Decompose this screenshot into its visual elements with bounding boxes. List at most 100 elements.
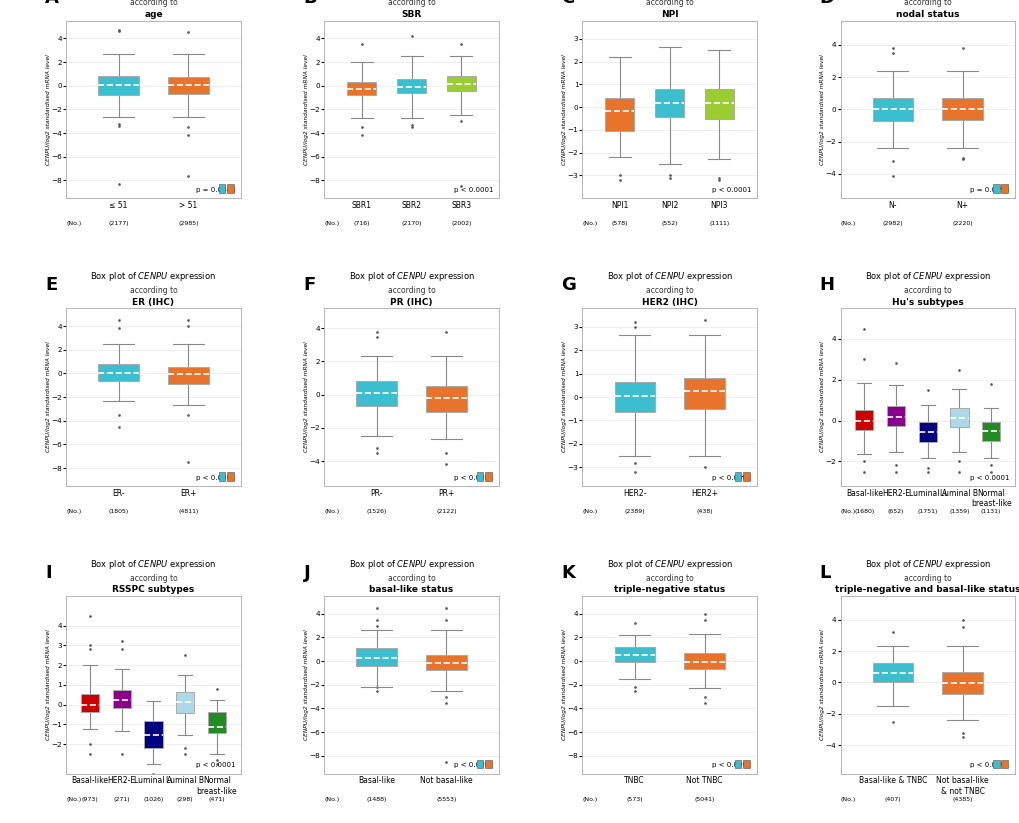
Text: (No.): (No.) <box>324 221 339 226</box>
Text: Box plot of $\it{CENPU}$ expression: Box plot of $\it{CENPU}$ expression <box>606 271 732 283</box>
Bar <box>112 690 130 708</box>
Bar <box>704 90 734 119</box>
Bar <box>1001 184 1007 193</box>
Bar <box>346 82 376 95</box>
Text: (271): (271) <box>113 797 130 802</box>
Text: (No.): (No.) <box>66 797 82 802</box>
Text: (No.): (No.) <box>840 797 855 802</box>
Text: (2982): (2982) <box>881 221 902 226</box>
Bar <box>396 79 426 93</box>
Text: (298): (298) <box>176 797 194 802</box>
Text: according to: according to <box>903 286 951 295</box>
Text: (No.): (No.) <box>582 797 597 802</box>
Y-axis label: CENPU/log2 standardised mRNA level: CENPU/log2 standardised mRNA level <box>46 54 51 165</box>
Text: (No.): (No.) <box>324 509 339 514</box>
Text: K: K <box>561 564 575 582</box>
Bar <box>613 382 654 412</box>
Text: according to: according to <box>387 574 435 583</box>
Text: p < 0.0001: p < 0.0001 <box>969 762 1009 769</box>
Bar <box>98 364 139 382</box>
Text: (716): (716) <box>354 221 370 226</box>
Y-axis label: CENPU/log2 standardised mRNA level: CENPU/log2 standardised mRNA level <box>561 54 567 165</box>
Y-axis label: CENPU/log2 standardised mRNA level: CENPU/log2 standardised mRNA level <box>819 342 824 453</box>
Text: L: L <box>819 564 830 582</box>
Bar <box>144 721 162 748</box>
Bar <box>613 647 654 662</box>
Text: C: C <box>561 0 575 7</box>
Text: (No.): (No.) <box>66 509 82 514</box>
Text: (2002): (2002) <box>450 221 471 226</box>
Text: (1488): (1488) <box>366 797 386 802</box>
Text: NPI: NPI <box>660 10 678 19</box>
Bar <box>356 381 396 406</box>
Text: according to: according to <box>645 0 693 7</box>
Text: (4385): (4385) <box>952 797 972 802</box>
Bar <box>426 386 467 412</box>
Text: Box plot of $\it{CENPU}$ expression: Box plot of $\it{CENPU}$ expression <box>91 271 216 283</box>
Bar <box>218 472 225 481</box>
Bar <box>208 712 226 732</box>
Bar <box>227 184 233 193</box>
Text: p < 0.0001: p < 0.0001 <box>711 762 751 769</box>
Text: (1111): (1111) <box>708 221 729 226</box>
Text: p < 0.0001: p < 0.0001 <box>711 475 751 481</box>
Y-axis label: CENPU/log2 standardised mRNA level: CENPU/log2 standardised mRNA level <box>819 54 824 165</box>
Y-axis label: CENPU/log2 standardised mRNA level: CENPU/log2 standardised mRNA level <box>46 630 51 740</box>
Text: according to: according to <box>387 286 435 295</box>
Text: Box plot of $\it{CENPU}$ expression: Box plot of $\it{CENPU}$ expression <box>91 558 216 571</box>
Bar <box>227 472 233 481</box>
Text: (552): (552) <box>660 221 678 226</box>
Bar <box>176 692 195 714</box>
Bar <box>871 98 912 121</box>
Text: (1359): (1359) <box>949 509 969 514</box>
Bar <box>743 760 749 769</box>
Text: according to: according to <box>903 0 951 7</box>
Bar <box>476 472 483 481</box>
Bar <box>981 422 1000 441</box>
Bar <box>98 77 139 95</box>
Text: RSSPC subtypes: RSSPC subtypes <box>112 585 195 594</box>
Text: Box plot of $\it{CENPU}$ expression: Box plot of $\it{CENPU}$ expression <box>864 558 989 571</box>
Y-axis label: CENPU/log2 standardised mRNA level: CENPU/log2 standardised mRNA level <box>561 342 567 453</box>
Text: (No.): (No.) <box>840 509 855 514</box>
Text: according to: according to <box>645 574 693 583</box>
Text: nodal status: nodal status <box>895 10 959 19</box>
Y-axis label: CENPU/log2 standardised mRNA level: CENPU/log2 standardised mRNA level <box>819 630 824 740</box>
Bar <box>950 408 968 427</box>
Text: SBR: SBR <box>401 10 421 19</box>
Text: B: B <box>304 0 317 7</box>
Text: (1751): (1751) <box>917 509 937 514</box>
Text: basal-like status: basal-like status <box>369 585 453 594</box>
Bar <box>604 99 634 131</box>
Text: H: H <box>819 277 834 295</box>
Text: p < 0.0001: p < 0.0001 <box>711 187 751 193</box>
Bar <box>684 653 725 669</box>
Text: p < 0.0001: p < 0.0001 <box>453 187 493 193</box>
Bar <box>485 472 491 481</box>
Text: HER2 (IHC): HER2 (IHC) <box>641 298 697 306</box>
Text: (No.): (No.) <box>324 797 339 802</box>
Bar <box>942 672 982 694</box>
Bar <box>168 77 209 94</box>
Bar <box>81 694 99 712</box>
Text: (No.): (No.) <box>582 221 597 226</box>
Text: (No.): (No.) <box>582 509 597 514</box>
Text: according to: according to <box>903 574 951 583</box>
Bar <box>854 410 872 430</box>
Text: (1131): (1131) <box>980 509 1001 514</box>
Text: (1680): (1680) <box>853 509 873 514</box>
Bar <box>886 406 904 425</box>
Bar <box>871 663 912 682</box>
Text: p < 0.0001: p < 0.0001 <box>453 762 493 769</box>
Text: (973): (973) <box>82 797 99 802</box>
Bar <box>218 184 225 193</box>
Text: D: D <box>819 0 834 7</box>
Text: triple-negative and basal-like status: triple-negative and basal-like status <box>835 585 1019 594</box>
Text: according to: according to <box>129 574 177 583</box>
Text: Box plot of $\it{CENPU}$ expression: Box plot of $\it{CENPU}$ expression <box>348 558 474 571</box>
Y-axis label: CENPU/log2 standardised mRNA level: CENPU/log2 standardised mRNA level <box>46 342 51 453</box>
Text: p < 0.0001: p < 0.0001 <box>196 475 235 481</box>
Bar <box>485 760 491 769</box>
Text: p < 0.0001: p < 0.0001 <box>196 762 235 769</box>
Text: E: E <box>45 277 57 295</box>
